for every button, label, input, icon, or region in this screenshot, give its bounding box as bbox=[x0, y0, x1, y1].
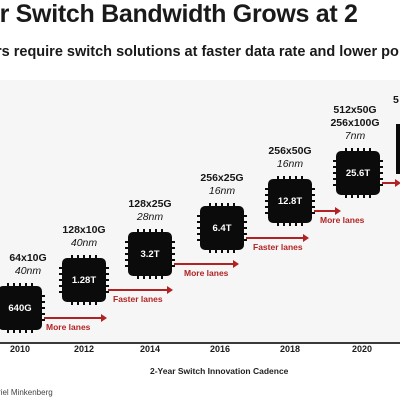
lanes-label-2018: 256x50G bbox=[268, 145, 312, 157]
x-tick-2020: 2020 bbox=[351, 344, 373, 354]
chip-bandwidth-2010: 640G bbox=[8, 302, 32, 314]
node-label-2012: 40nm bbox=[70, 237, 98, 249]
node-label-2016: 16nm bbox=[208, 185, 236, 197]
node-label-2014: 28nm bbox=[136, 211, 164, 223]
chip-next-partial bbox=[396, 124, 400, 174]
node-label-2020: 7nm bbox=[344, 130, 366, 142]
edge-fragment-label: 5 bbox=[393, 94, 399, 106]
chip-2014: 3.2T bbox=[125, 229, 175, 279]
spec-label-2014: 128x25G 28nm bbox=[120, 198, 180, 224]
step-label-2012: Faster lanes bbox=[113, 294, 163, 304]
step-label-2018: More lanes bbox=[320, 215, 365, 225]
lanes-label-2014: 128x25G bbox=[128, 198, 172, 210]
step-arrow-2020 bbox=[382, 179, 400, 187]
step-arrow-2018 bbox=[314, 207, 341, 215]
x-tick-2018: 2018 bbox=[279, 344, 301, 354]
chip-2020: 25.6T bbox=[333, 148, 383, 198]
step-arrow-2010 bbox=[44, 314, 107, 322]
chip-2012: 1.28T bbox=[59, 255, 109, 305]
x-tick-2012: 2012 bbox=[73, 344, 95, 354]
node-label-2010: 40nm bbox=[14, 265, 42, 277]
chip-2018: 12.8T bbox=[265, 176, 315, 226]
x-tick-2016: 2016 bbox=[209, 344, 231, 354]
x-axis-line bbox=[0, 342, 400, 344]
spec-label-2020: 512x50G 256x100G 7nm bbox=[323, 104, 387, 143]
step-label-2014: More lanes bbox=[184, 268, 229, 278]
lanes-label-2016: 256x25G bbox=[200, 172, 244, 184]
spec-label-2012: 128x10G 40nm bbox=[54, 224, 114, 250]
chip-2010: 640G bbox=[0, 283, 45, 333]
x-axis-title: 2-Year Switch Innovation Cadence bbox=[150, 366, 289, 376]
x-tick-2010: 2010 bbox=[9, 344, 31, 354]
x-tick-2014: 2014 bbox=[139, 344, 161, 354]
chart-title: er Switch Bandwidth Grows at 2 bbox=[0, 0, 358, 28]
lanes-label-2020-b: 256x100G bbox=[330, 117, 380, 129]
chip-2016: 6.4T bbox=[197, 203, 247, 253]
lanes-label-2020-a: 512x50G bbox=[333, 104, 377, 116]
chip-bandwidth-2014: 3.2T bbox=[140, 248, 160, 260]
author-credit: riel Minkenberg bbox=[0, 388, 53, 397]
spec-label-2018: 256x50G 16nm bbox=[260, 145, 320, 171]
step-arrow-2014 bbox=[174, 260, 239, 268]
step-label-2016: Faster lanes bbox=[253, 242, 303, 252]
chart-subtitle: rs require switch solutions at faster da… bbox=[0, 44, 399, 60]
spec-label-2016: 256x25G 16nm bbox=[192, 172, 252, 198]
lanes-label-2012: 128x10G bbox=[62, 224, 106, 236]
lanes-label-2010: 64x10G bbox=[9, 252, 47, 264]
spec-label-2010: 64x10G 40nm bbox=[2, 252, 54, 278]
chip-bandwidth-2016: 6.4T bbox=[212, 222, 232, 234]
chip-bandwidth-2018: 12.8T bbox=[277, 195, 303, 207]
chip-bandwidth-2020: 25.6T bbox=[345, 167, 371, 179]
step-label-2010: More lanes bbox=[46, 322, 91, 332]
step-arrow-2012 bbox=[108, 286, 173, 294]
step-arrow-2016 bbox=[246, 234, 309, 242]
node-label-2018: 16nm bbox=[276, 158, 304, 170]
chip-bandwidth-2012: 1.28T bbox=[71, 274, 97, 286]
